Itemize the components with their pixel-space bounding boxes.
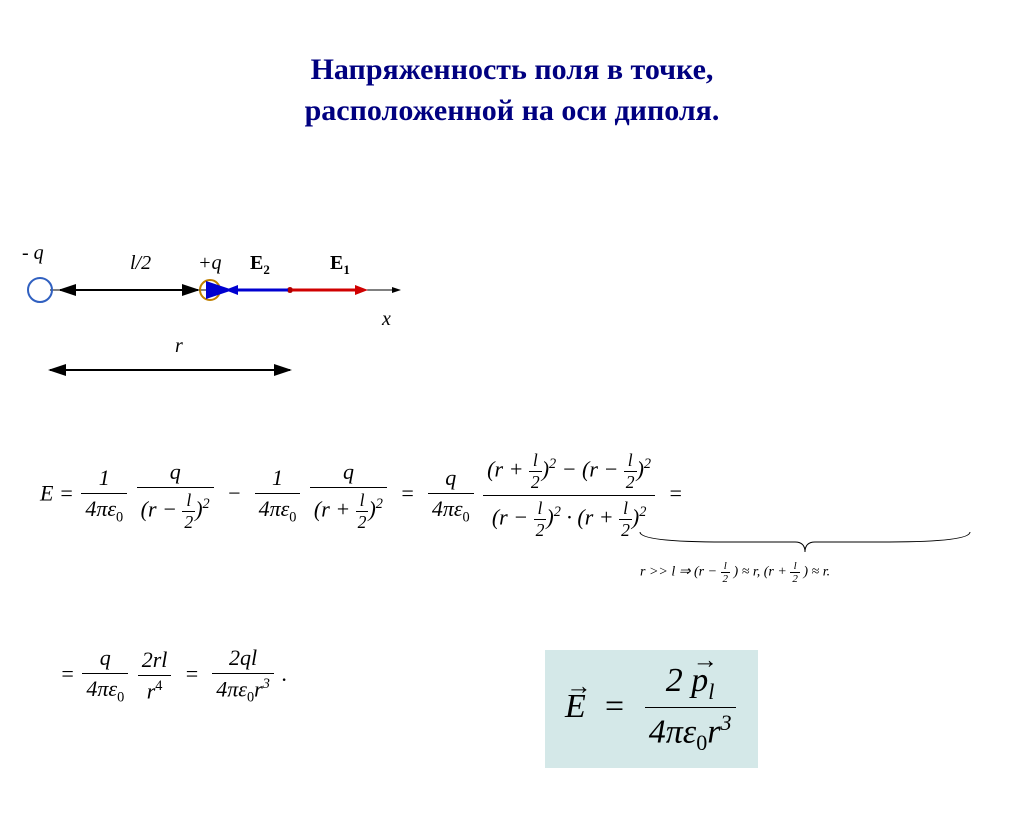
dipole-diagram: - q l/2 +q E2 E1 x r <box>20 230 420 390</box>
title-line-1: Напряженность поля в точке, <box>311 53 714 86</box>
title-line-2: расположенной на оси диполя. <box>305 94 720 127</box>
label-x: x <box>382 308 391 331</box>
label-r: r <box>175 335 183 358</box>
label-E2: E2 <box>250 252 270 278</box>
label-E1: E1 <box>330 252 350 278</box>
label-neg-q: - q <box>22 242 44 265</box>
label-l-half: l/2 <box>130 252 151 275</box>
label-pos-q: +q <box>198 252 222 275</box>
approximation-note: r >> l ⇒ (r − l2 ) ≈ r, (r + l2 ) ≈ r. <box>640 560 830 585</box>
underbrace-icon <box>635 530 975 560</box>
vector-E: E <box>565 688 586 726</box>
result-formula-box: E = 2 pl 4πε0r3 <box>545 650 758 768</box>
